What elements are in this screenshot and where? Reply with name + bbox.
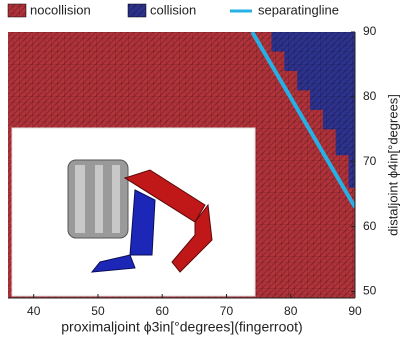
chart: proximaljoint ϕ3in[°degrees](fingerroot)… [0,0,403,348]
legend-swatch-hatch [8,4,26,17]
y-tick-label: 90 [363,24,377,38]
legend-swatch-hatch [128,4,146,17]
legend-label: separatingline [258,2,339,17]
x-tick-label: 70 [220,304,234,318]
robot-inset [12,128,255,296]
y-tick-label: 70 [363,154,377,168]
legend-label: collision [150,2,196,17]
x-tick-label: 50 [91,304,105,318]
legend-label: nocollision [30,2,91,17]
x-tick-label: 40 [27,304,41,318]
x-tick-label: 60 [156,304,170,318]
x-axis-label: proximaljoint ϕ3in[°degrees](fingerroot) [61,319,302,335]
y-tick-label: 50 [363,284,377,298]
y-tick-label: 60 [363,219,377,233]
x-tick-label: 90 [348,304,362,318]
y-tick-label: 80 [363,89,377,103]
y-axis-label: distaljoint ϕ4in[°degrees] [385,94,400,236]
x-tick-label: 80 [284,304,298,318]
